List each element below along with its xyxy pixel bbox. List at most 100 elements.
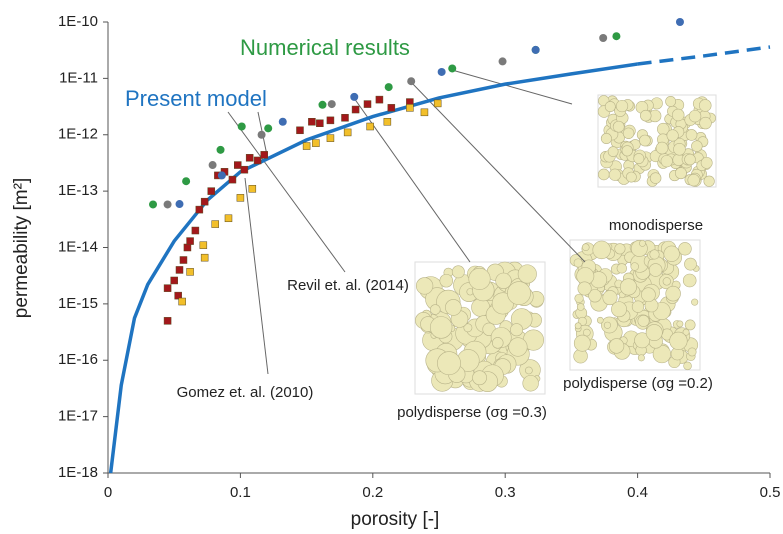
data-square: [260, 151, 268, 159]
sphere: [430, 304, 441, 315]
data-point: [498, 57, 507, 66]
sphere: [649, 249, 660, 260]
data-point: [327, 100, 336, 109]
sphere: [507, 281, 531, 305]
data-square: [308, 118, 316, 126]
data-square: [195, 205, 204, 214]
series-label: polydisperse (σg =0.2): [563, 375, 713, 392]
sphere: [625, 171, 637, 183]
sphere: [574, 293, 584, 304]
data-point: [216, 145, 225, 154]
sphere: [688, 109, 702, 123]
sphere: [685, 129, 698, 141]
data-square: [240, 165, 249, 174]
sphere: [608, 338, 625, 354]
x-tick-label: 0.3: [495, 484, 516, 501]
sphere: [652, 344, 672, 364]
sphere: [612, 120, 625, 133]
data-square: [175, 266, 184, 274]
data-square: [191, 226, 200, 235]
data-square: [312, 139, 320, 147]
sphere: [621, 145, 633, 157]
sphere: [676, 320, 684, 328]
y-axis-label: permeability [m²]: [11, 178, 32, 318]
sphere: [592, 240, 611, 260]
data-point: [163, 200, 172, 209]
sphere: [596, 316, 604, 324]
y-tick-label: 1E-16: [58, 351, 98, 368]
sphere: [508, 337, 528, 357]
data-square: [186, 268, 194, 276]
data-point: [318, 100, 327, 109]
data-point: [257, 130, 266, 139]
sphere: [522, 375, 539, 392]
sphere: [492, 337, 504, 349]
leader-line: [451, 69, 573, 105]
data-square: [200, 253, 209, 262]
sphere: [691, 140, 703, 152]
sphere: [495, 272, 512, 289]
data-square: [351, 105, 360, 114]
leader-line: [244, 177, 269, 375]
sphere: [631, 300, 645, 313]
sphere: [510, 323, 524, 337]
data-square: [253, 156, 262, 165]
data-point: [437, 67, 446, 76]
sphere: [472, 370, 487, 386]
data-point: [675, 18, 684, 26]
sphere: [630, 262, 639, 271]
sphere: [682, 328, 690, 336]
sphere: [675, 167, 687, 180]
sphere: [582, 328, 591, 337]
data-square: [245, 154, 254, 162]
data-point: [264, 124, 273, 133]
series-label: Revil et. al. (2014): [287, 277, 409, 294]
series-label: Present model: [125, 86, 267, 111]
sphere: [645, 324, 663, 341]
data-point: [350, 92, 359, 101]
x-tick-label: 0.5: [760, 484, 781, 501]
sphere: [603, 321, 612, 329]
leader-line: [353, 97, 471, 263]
data-square: [248, 185, 257, 193]
data-square: [366, 122, 374, 131]
y-tick-label: 1E-15: [58, 295, 98, 312]
data-square: [383, 118, 392, 126]
sphere: [684, 153, 696, 166]
data-square: [341, 114, 349, 122]
data-point: [208, 161, 217, 170]
sphere: [581, 243, 590, 251]
leader-line: [227, 111, 346, 273]
data-point: [448, 64, 457, 73]
data-square: [179, 256, 188, 264]
sphere: [574, 322, 582, 330]
data-point: [149, 200, 158, 209]
data-point: [182, 177, 191, 186]
annotation: Numerical results: [240, 35, 410, 60]
sphere: [682, 273, 697, 288]
data-point: [612, 32, 621, 41]
data-square: [420, 108, 429, 117]
sphere: [602, 290, 618, 306]
data-square: [302, 142, 311, 150]
series-label: monodisperse: [609, 217, 703, 234]
data-square: [200, 197, 209, 206]
sphere: [683, 361, 692, 371]
sphere: [637, 314, 650, 327]
sphere: [687, 347, 697, 357]
sphere: [598, 168, 610, 181]
sphere: [662, 277, 671, 286]
series-label: polydisperse (σg =0.3): [397, 404, 547, 421]
x-axis-label: porosity [-]: [351, 509, 440, 530]
data-square: [316, 119, 324, 127]
sphere: [468, 267, 491, 290]
data-point: [175, 200, 184, 209]
sphere: [666, 129, 679, 142]
model-line-dashed: [637, 45, 771, 66]
sphere: [463, 323, 473, 333]
sphere: [671, 108, 685, 122]
sphere: [439, 273, 454, 288]
y-tick-label: 1E-13: [58, 182, 98, 199]
sphere: [687, 173, 700, 187]
